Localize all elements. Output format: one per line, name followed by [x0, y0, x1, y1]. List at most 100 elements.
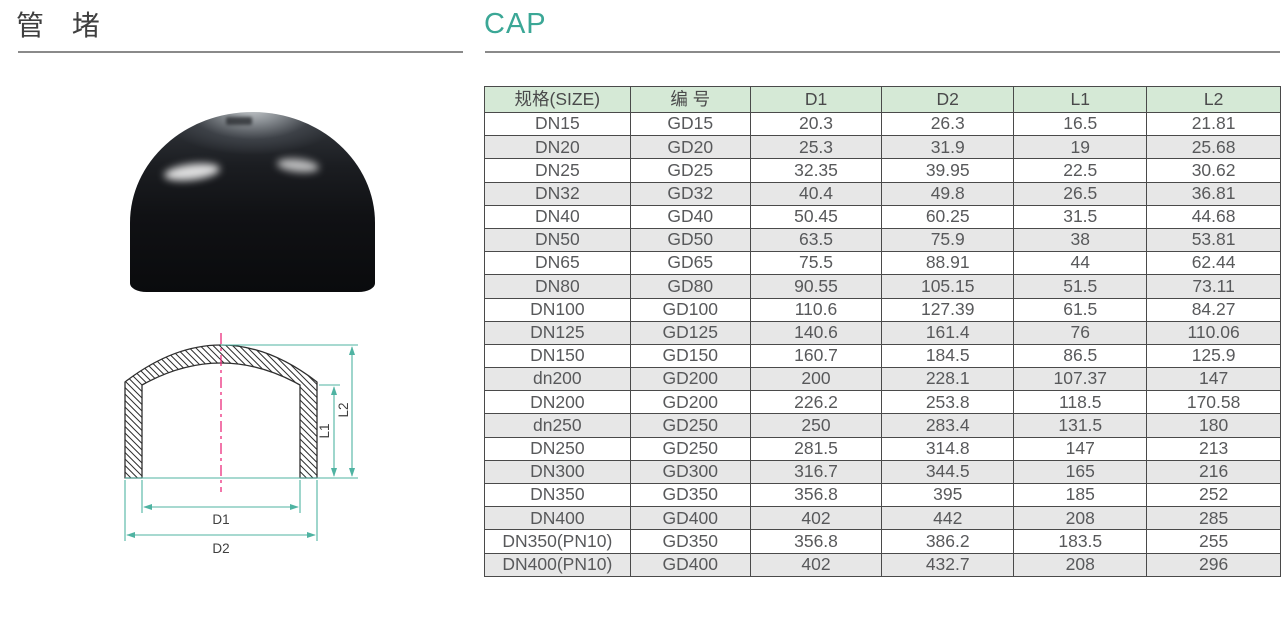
table-cell: GD25: [629, 158, 751, 183]
table-cell: DN350(PN10): [484, 529, 631, 554]
table-cell: 386.2: [881, 529, 1015, 554]
spec-table: 规格(SIZE) 编 号 D1 D2 L1 L2 DN15 GD15 20.3 26.3 16.5…: [484, 86, 1281, 577]
table-cell: DN400: [484, 506, 631, 531]
table-cell: 110.6: [749, 297, 883, 322]
table-cell: 402: [749, 552, 883, 577]
label-d1: D1: [212, 512, 229, 527]
table-cell: GD150: [629, 343, 751, 369]
table-cell: 147: [1146, 367, 1281, 392]
extension-lines: [124, 344, 358, 541]
table-cell: 226.2: [749, 390, 883, 415]
table-cell: 147: [1013, 436, 1148, 461]
table-row: DN350(PN10) GD350 356.8 386.2 183.5 255: [484, 529, 1281, 554]
table-cell: 228.1: [881, 367, 1015, 392]
table-cell: GD100: [629, 297, 751, 322]
table-cell: GD50: [629, 227, 751, 253]
table-cell: 107.37: [1013, 367, 1148, 392]
column-header: L2: [1146, 86, 1281, 113]
table-cell: 44: [1013, 251, 1148, 276]
table-cell: 19: [1013, 135, 1148, 160]
table-cell: 31.9: [881, 135, 1015, 160]
table-cell: dn250: [484, 413, 631, 438]
table-cell: GD200: [629, 367, 751, 392]
product-photo-cap: [130, 112, 375, 292]
table-cell: 62.44: [1146, 251, 1281, 276]
table-cell: 285: [1146, 506, 1281, 531]
table-cell: DN200: [484, 390, 631, 415]
table-cell: DN125: [484, 320, 631, 345]
table-cell: GD400: [629, 506, 751, 531]
label-l1: L1: [317, 423, 332, 438]
table-cell: 253.8: [881, 390, 1015, 415]
table-cell: GD65: [629, 251, 751, 276]
table-cell: 26.5: [1013, 181, 1148, 206]
table-cell: DN100: [484, 297, 631, 322]
table-cell: GD15: [629, 111, 751, 137]
label-d2: D2: [212, 541, 229, 556]
table-row: DN125 GD125 140.6 161.4 76 110.06: [484, 320, 1281, 345]
table-cell: DN15: [484, 111, 631, 137]
table-cell: DN20: [484, 135, 631, 160]
table-cell: 213: [1146, 436, 1281, 461]
table-cell: 127.39: [881, 297, 1015, 322]
table-cell: 30.62: [1146, 158, 1281, 183]
table-cell: 86.5: [1013, 343, 1148, 369]
table-cell: 31.5: [1013, 204, 1148, 229]
table-cell: 25.68: [1146, 135, 1281, 160]
table-cell: 252: [1146, 482, 1281, 508]
table-cell: GD300: [629, 459, 751, 485]
table-cell: 442: [881, 506, 1015, 531]
table-row: DN400 GD400 402 442 208 285: [484, 506, 1281, 531]
table-cell: GD400: [629, 552, 751, 577]
table-cell: 184.5: [881, 343, 1015, 369]
table-row: DN200 GD200 226.2 253.8 118.5 170.58: [484, 390, 1281, 415]
table-cell: 432.7: [881, 552, 1015, 577]
table-cell: 165: [1013, 459, 1148, 485]
brand-mark: [225, 117, 253, 125]
table-cell: 180: [1146, 413, 1281, 438]
table-cell: 53.81: [1146, 227, 1281, 253]
dimension-lines: [126, 346, 356, 539]
table-cell: 200: [749, 367, 883, 392]
spec-table-container: 规格(SIZE) 编 号 D1 D2 L1 L2 DN15 GD15 20.3 26.3 16.5…: [484, 86, 1281, 577]
table-cell: 281.5: [749, 436, 883, 461]
table-cell: 26.3: [881, 111, 1015, 137]
table-cell: DN400(PN10): [484, 552, 631, 577]
table-cell: 160.7: [749, 343, 883, 369]
table-cell: 63.5: [749, 227, 883, 253]
table-row: DN300 GD300 316.7 344.5 165 216: [484, 459, 1281, 485]
table-cell: DN250: [484, 436, 631, 461]
table-cell: 170.58: [1146, 390, 1281, 415]
table-row: DN65 GD65 75.5 88.91 44 62.44: [484, 251, 1281, 276]
column-header: D2: [881, 86, 1015, 113]
title-underline-right: [485, 51, 1280, 53]
table-cell: 36.81: [1146, 181, 1281, 206]
table-cell: dn200: [484, 367, 631, 392]
table-cell: 283.4: [881, 413, 1015, 438]
table-cell: GD32: [629, 181, 751, 206]
table-cell: 395: [881, 482, 1015, 508]
table-cell: DN40: [484, 204, 631, 229]
table-row: DN40 GD40 50.45 60.25 31.5 44.68: [484, 204, 1281, 229]
table-cell: DN80: [484, 274, 631, 299]
table-cell: 255: [1146, 529, 1281, 554]
table-cell: 84.27: [1146, 297, 1281, 322]
table-row: dn250 GD250 250 283.4 131.5 180: [484, 413, 1281, 438]
table-cell: 49.8: [881, 181, 1015, 206]
table-cell: 32.35: [749, 158, 883, 183]
table-cell: 356.8: [749, 529, 883, 554]
table-cell: 161.4: [881, 320, 1015, 345]
label-l2: L2: [336, 402, 351, 417]
table-cell: 90.55: [749, 274, 883, 299]
table-cell: 88.91: [881, 251, 1015, 276]
page-title-chinese: 管 堵: [16, 10, 110, 41]
table-cell: 344.5: [881, 459, 1015, 485]
table-row: DN350 GD350 356.8 395 185 252: [484, 482, 1281, 508]
table-cell: DN65: [484, 251, 631, 276]
table-cell: 38: [1013, 227, 1148, 253]
gloss-highlight-left: [163, 160, 222, 184]
table-cell: 185: [1013, 482, 1148, 508]
table-row: DN32 GD32 40.4 49.8 26.5 36.81: [484, 181, 1281, 206]
table-cell: 208: [1013, 506, 1148, 531]
table-cell: 105.15: [881, 274, 1015, 299]
